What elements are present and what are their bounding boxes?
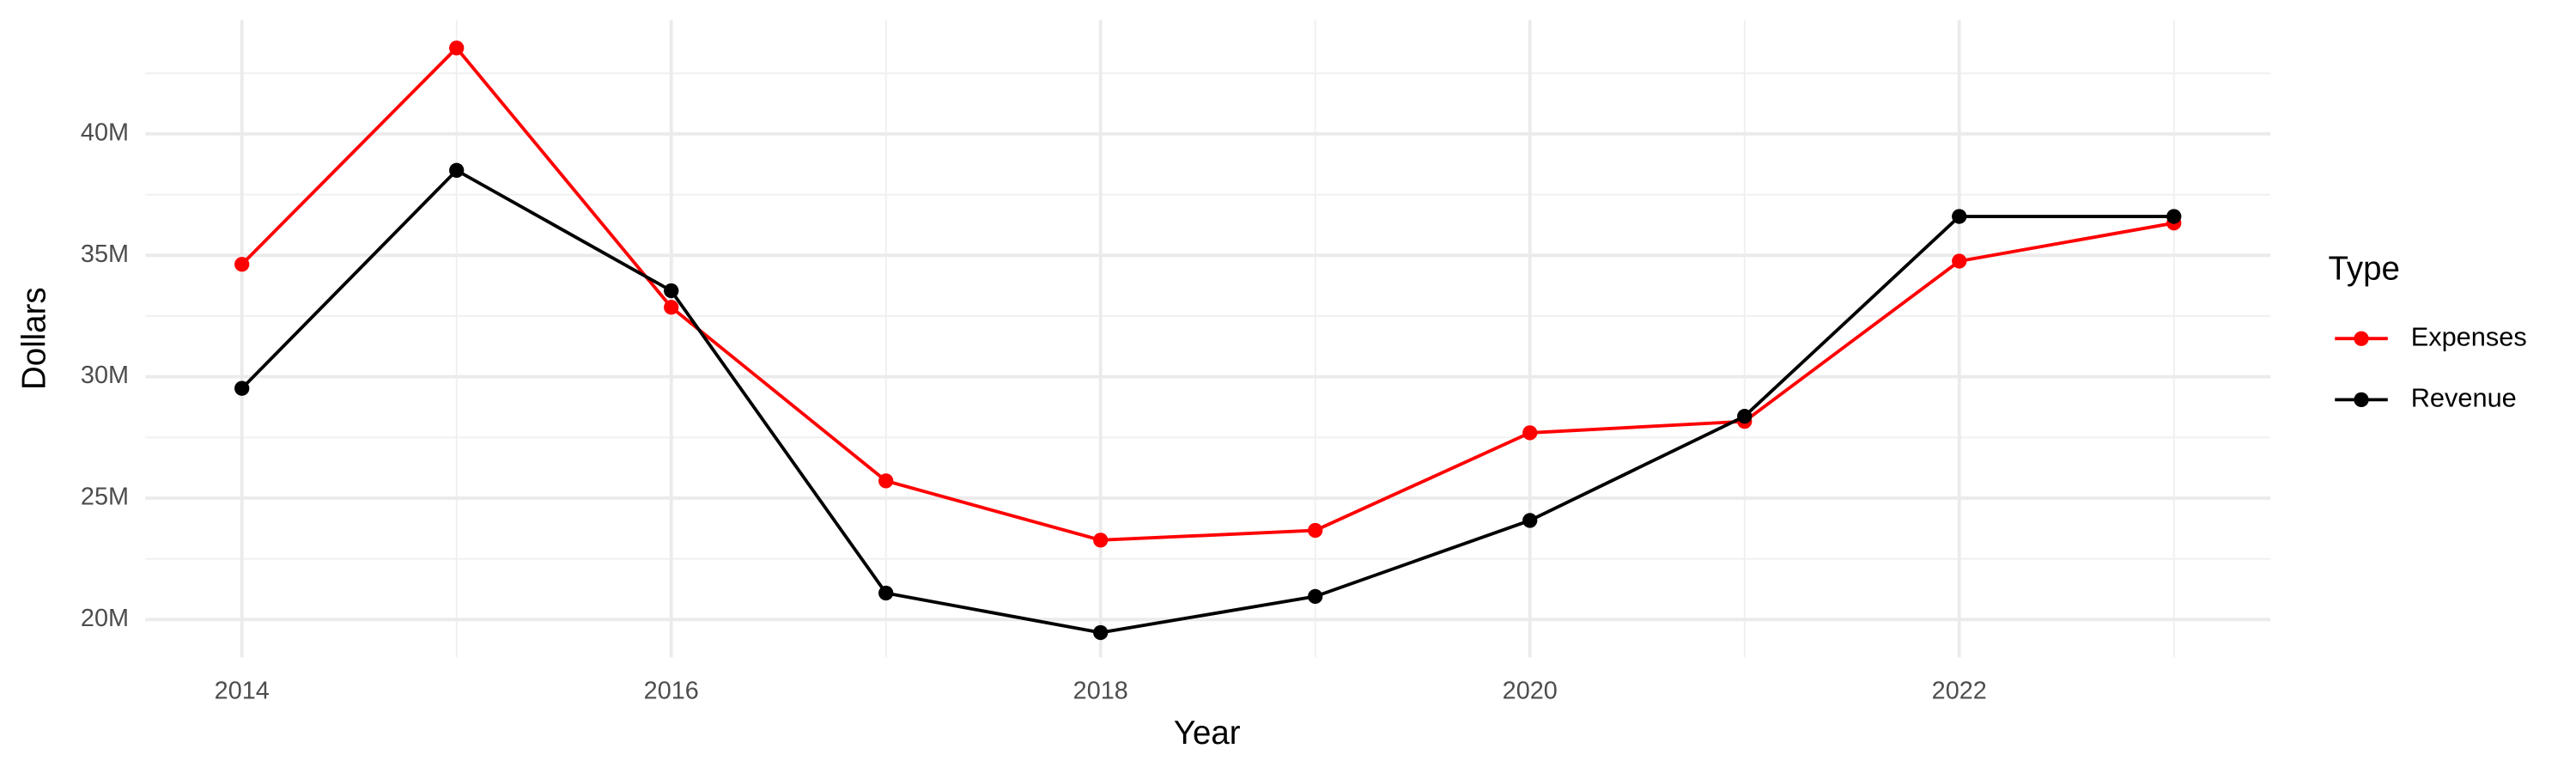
data-point — [664, 283, 679, 299]
x-axis-title: Year — [1174, 715, 1241, 752]
y-tick-label: 20M — [81, 605, 129, 632]
data-point — [1093, 624, 1109, 641]
y-tick-label: 40M — [81, 119, 129, 147]
y-tick-label: 35M — [81, 240, 129, 268]
data-point — [1308, 588, 1323, 605]
data-point — [1952, 209, 1967, 224]
series-line — [240, 167, 2174, 635]
x-tick-label: 2020 — [1503, 677, 1558, 704]
legend-key-point — [2354, 331, 2369, 346]
x-tick-label: 2014 — [215, 677, 270, 704]
data-point — [664, 300, 679, 315]
y-tick-label: 30M — [81, 362, 129, 389]
data-point — [1952, 253, 1967, 269]
data-point — [1308, 522, 1323, 539]
legend-title: Type — [2329, 251, 2400, 288]
data-point — [878, 585, 894, 601]
series-line — [240, 46, 2175, 542]
x-tick-label: 2016 — [644, 677, 699, 704]
data-point — [878, 473, 894, 489]
data-point — [234, 257, 250, 272]
legend-label: Revenue — [2411, 383, 2517, 413]
legend-label: Expenses — [2411, 321, 2527, 351]
data-point — [1522, 425, 1538, 441]
data-point — [1522, 513, 1538, 528]
data-point — [234, 380, 250, 396]
y-axis-title: Dollars — [15, 287, 52, 390]
legend-key-point — [2354, 392, 2369, 408]
data-point — [1093, 533, 1109, 548]
data-point — [449, 40, 465, 56]
data-point — [449, 162, 465, 178]
x-tick-label: 2018 — [1073, 677, 1128, 704]
y-tick-label: 25M — [81, 484, 129, 511]
x-tick-label: 2022 — [1932, 677, 1987, 704]
data-point — [2166, 209, 2182, 224]
data-point — [1737, 409, 1753, 424]
